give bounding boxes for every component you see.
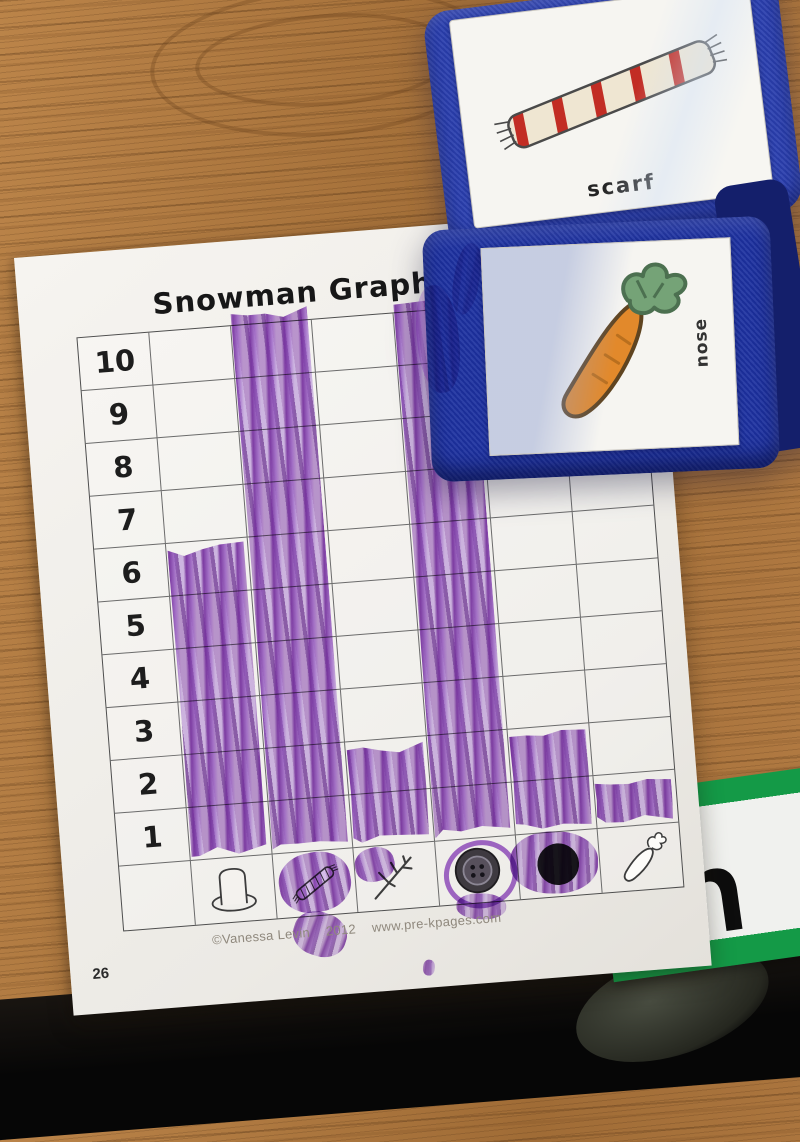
grid-cell-button-2	[426, 729, 512, 789]
grid-cell-scarf-1	[267, 795, 354, 855]
carrot-icon	[624, 831, 668, 882]
grid-cell-coal-2	[507, 723, 593, 783]
footer-year: 2012	[325, 921, 357, 939]
grid-cell-hat-6	[165, 537, 252, 597]
grid-cell-scarf-4	[255, 636, 341, 697]
grid-cell-stick-6	[328, 524, 414, 585]
grid-cell-stick-1	[349, 788, 435, 849]
grid-cell-button-3	[422, 676, 508, 737]
grid-cell-carrot-5	[576, 558, 662, 618]
marker-smudge	[448, 241, 486, 317]
row-label-1: 1	[114, 808, 191, 867]
grid-cell-scarf-5	[251, 584, 337, 644]
grid-cell-coal-5	[495, 564, 581, 625]
grid-cell-hat-10	[149, 326, 235, 386]
grid-cell-coal-3	[503, 670, 589, 730]
row-label-8: 8	[85, 438, 162, 497]
grid-cell-coal-6	[490, 511, 577, 572]
grid-cell-hat-4	[174, 643, 260, 703]
top-hat-icon	[211, 867, 258, 912]
icon-row-corner-cell	[119, 860, 196, 931]
row-label-10: 10	[77, 332, 154, 392]
icon-cell-hat	[190, 854, 278, 925]
grid-cell-carrot-6	[572, 505, 658, 565]
picture-cube: scarf nose	[411, 0, 800, 495]
grid-cell-hat-3	[178, 696, 264, 756]
grid-cell-hat-9	[153, 379, 239, 439]
page-number: 26	[91, 964, 110, 984]
grid-cell-button-5	[413, 571, 500, 631]
grid-cell-hat-5	[170, 590, 256, 650]
row-label-9: 9	[81, 385, 158, 444]
grid-cell-stick-2	[345, 736, 431, 796]
grid-cell-hat-2	[182, 748, 268, 809]
grid-cell-scarf-7	[242, 478, 329, 538]
grid-cell-scarf-6	[247, 531, 333, 591]
coal-icon	[537, 843, 580, 885]
grid-cell-hat-8	[157, 431, 243, 492]
stick-icon	[374, 855, 413, 900]
plastic-sheen	[481, 238, 739, 455]
icon-cell-stick	[353, 841, 440, 912]
row-label-5: 5	[98, 596, 175, 656]
grid-cell-stick-5	[332, 577, 418, 637]
grid-cell-scarf-3	[259, 689, 346, 749]
grid-cell-scarf-2	[263, 742, 350, 802]
grid-cell-scarf-10	[230, 319, 316, 380]
grid-cell-scarf-8	[238, 425, 325, 485]
grid-cell-coal-4	[499, 617, 585, 677]
grid-cell-stick-4	[336, 630, 423, 690]
row-label-4: 4	[102, 649, 179, 709]
cube-front-face: nose	[421, 215, 781, 483]
icon-cell-coal	[515, 829, 603, 900]
grid-cell-carrot-2	[588, 716, 675, 777]
row-label-6: 6	[94, 543, 171, 603]
copyright-text: ©Vanessa Levin	[211, 924, 311, 948]
marker-scribble	[422, 959, 436, 977]
row-label-3: 3	[106, 702, 183, 761]
grid-cell-stick-8	[320, 419, 406, 479]
grid-cell-button-4	[417, 624, 504, 684]
scarf-picture	[494, 33, 728, 151]
grid-cell-hat-7	[161, 484, 248, 544]
grid-cell-coal-1	[511, 776, 598, 836]
row-label-7: 7	[89, 491, 166, 550]
cube-top-face: scarf	[421, 0, 800, 252]
button-icon	[454, 847, 500, 894]
grid-cell-button-1	[430, 782, 516, 842]
grid-cell-button-6	[409, 518, 496, 578]
grid-cell-stick-10	[311, 313, 398, 373]
grid-cell-scarf-9	[234, 372, 321, 432]
footer-website: www.pre-kpages.com	[371, 909, 502, 935]
grid-cell-hat-1	[186, 801, 273, 861]
grid-cell-stick-7	[324, 471, 410, 532]
icon-cell-button	[434, 835, 521, 906]
scarf-card: scarf	[448, 0, 775, 229]
grid-cell-stick-9	[315, 366, 402, 426]
grid-cell-carrot-3	[584, 664, 671, 724]
grid-cell-stick-3	[340, 683, 427, 743]
scarf-icon	[292, 864, 339, 904]
grid-cell-carrot-1	[592, 769, 679, 830]
snowman-graph-worksheet: Snowman Graph 10 9 8 7 6 5 4 3 2 1 ©Vanessa Levin…	[14, 207, 712, 1016]
nose-card: nose	[480, 237, 740, 456]
row-label-2: 2	[110, 755, 187, 814]
icon-cell-scarf	[272, 848, 359, 919]
icon-cell-carrot	[597, 823, 683, 893]
grid-cell-carrot-4	[580, 611, 666, 671]
